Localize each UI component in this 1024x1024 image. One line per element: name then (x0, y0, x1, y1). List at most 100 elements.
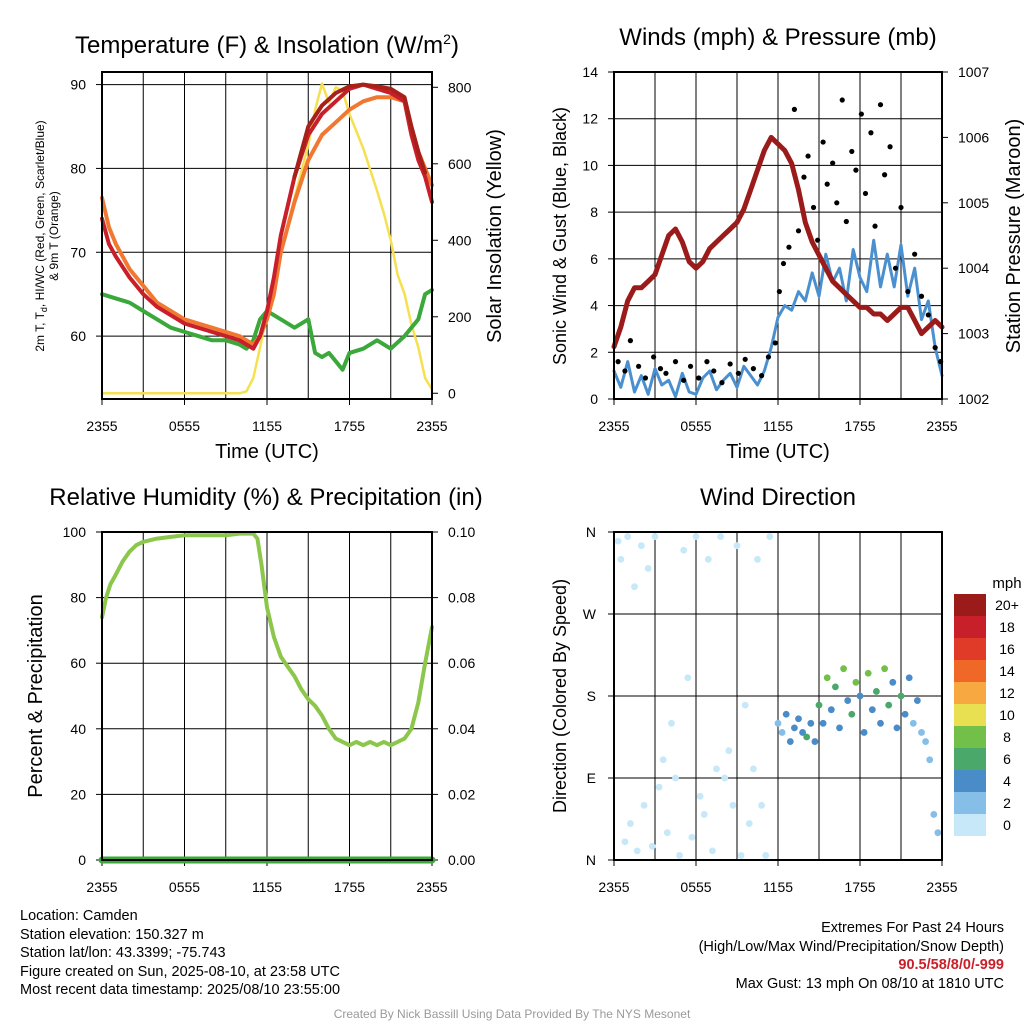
direction-point (733, 542, 741, 550)
direction-point (692, 533, 700, 540)
credit-line: Created By Nick Bassill Using Data Provi… (333, 1007, 691, 1021)
max-gust: Max Gust: 13 mph On 08/10 at 1810 UTC (735, 975, 1004, 992)
temperature-y2tick-label: 400 (448, 232, 472, 248)
winds-ytick-label: 2 (590, 344, 598, 360)
speed-colorbar: mph 20+ 18 16 14 12 10 8 6 4 2 0 (954, 575, 1022, 836)
extremes-values: 90.5/58/8/0/-999 (898, 957, 1004, 973)
gust-point (742, 356, 748, 362)
gust-point (780, 260, 787, 267)
temperature-title: Temperature (F) & Insolation (W/m2) (75, 31, 459, 59)
direction-point (617, 555, 625, 563)
gust-point (862, 190, 869, 197)
direction-ytick-label: E (587, 770, 596, 786)
direction-point (926, 756, 934, 764)
extremes-subtitle: (High/Low/Max Wind/Precipitation/Snow De… (698, 938, 1004, 955)
direction-point (930, 811, 938, 818)
direction-point (624, 533, 632, 540)
temperature-y2tick-label: 800 (448, 79, 472, 95)
direction-point (934, 829, 942, 837)
winds-ytick-label: 8 (590, 204, 598, 220)
recent-timestamp: Most recent data timestamp: 2025/08/10 2… (20, 982, 341, 998)
gust-point (651, 354, 657, 360)
winds-ytick-label: 14 (582, 64, 598, 80)
gust-point (843, 218, 849, 225)
winds-xtick-label: 1755 (844, 418, 875, 434)
gust-point (830, 160, 836, 166)
gust-point (918, 293, 925, 299)
direction-point (758, 801, 765, 809)
colorbar-swatch (954, 594, 986, 616)
gust-point (858, 111, 864, 117)
winds-y2tick-label: 1002 (958, 391, 989, 407)
humidity-y2tick-label: 0.00 (448, 852, 475, 868)
direction-ylabel-left: Direction (Colored By Speed) (550, 579, 570, 813)
winds-ytick-label: 10 (582, 157, 598, 173)
gust-point (615, 359, 621, 365)
direction-point (721, 774, 729, 782)
gust-point (622, 368, 628, 374)
humidity-ylabel-left: Percent & Precipitation (25, 594, 47, 797)
direction-point (663, 829, 671, 837)
winds-plot: 2355 0555 1155 1755 235502468101214100210031… (582, 64, 989, 434)
direction-point (741, 701, 749, 709)
direction-point (633, 847, 641, 855)
direction-point (614, 537, 622, 545)
gust-point (872, 223, 878, 229)
temperature-ytick-label: 80 (70, 160, 86, 176)
temperature-xtick-label: 2355 (416, 418, 447, 434)
direction-point (774, 719, 782, 727)
direction-point (864, 669, 872, 677)
gust-point (898, 204, 904, 211)
gust-point (801, 174, 807, 180)
direction-point (897, 692, 905, 700)
direction-point (811, 738, 819, 745)
direction-point (778, 729, 786, 736)
series-insolation (100, 82, 434, 395)
temperature-frame (101, 71, 433, 400)
gust-point (687, 363, 694, 369)
direction-point (696, 792, 704, 800)
direction-point (729, 801, 737, 809)
extremes-info: Extremes For Past 24 Hours (High/Low/Max… (699, 919, 1004, 993)
series-pressure (611, 134, 945, 350)
direction-point (684, 674, 692, 682)
winds-ytick-label: 12 (582, 111, 598, 127)
gust-point (925, 312, 931, 318)
direction-point (659, 756, 667, 764)
gust-point (877, 102, 884, 108)
direction-point (766, 533, 774, 540)
gust-point (681, 377, 687, 383)
direction-point (840, 665, 847, 673)
gust-point (815, 237, 821, 243)
temperature-xtick-label: 2355 (86, 418, 117, 434)
direction-point (648, 842, 656, 850)
gust-point (765, 354, 772, 360)
humidity-y2tick-label: 0.06 (448, 655, 475, 671)
colorbar-label: 18 (999, 619, 1015, 635)
humidity-plot: 2355 0555 1155 1755 23550204060801000.000.02… (63, 524, 476, 895)
direction-point (791, 724, 798, 732)
series-humidity (100, 531, 434, 748)
direction-point (815, 701, 823, 709)
direction-point (848, 710, 856, 718)
humidity-xtick-label: 0555 (169, 879, 200, 895)
gust-point (711, 368, 717, 374)
gust-point (905, 288, 911, 295)
winds-ytick-label: 0 (590, 391, 598, 407)
gust-point (805, 153, 811, 159)
station-location: Location: Camden (20, 908, 138, 924)
gust-point (892, 265, 899, 271)
winds-xtick-label: 0555 (680, 418, 711, 434)
direction-point (640, 801, 648, 809)
direction-point (688, 833, 696, 841)
winds-y2tick-label: 1004 (958, 260, 989, 276)
direction-point (709, 847, 716, 855)
winds-xlabel: Time (UTC) (726, 441, 830, 463)
colorbar-label: 2 (1003, 795, 1011, 811)
direction-point (644, 565, 652, 572)
humidity-y2tick-label: 0.02 (448, 786, 475, 802)
temperature-xtick-label: 1755 (334, 418, 365, 434)
gust-point (791, 106, 798, 112)
winds-ylabel-left: Sonic Wind & Gust (Blue, Black) (550, 107, 570, 365)
